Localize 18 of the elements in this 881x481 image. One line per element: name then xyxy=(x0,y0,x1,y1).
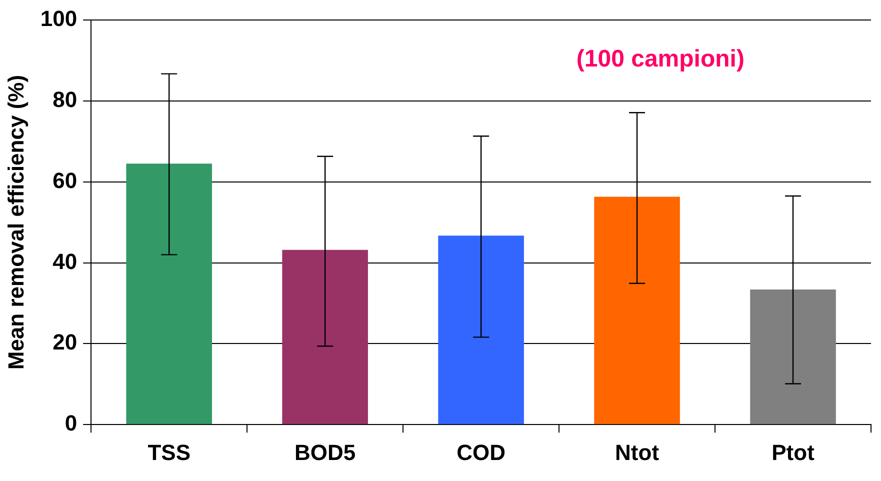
x-tick-label: Ntot xyxy=(615,440,660,465)
x-tick-label: Ptot xyxy=(772,440,816,465)
bar xyxy=(126,164,212,424)
y-tick-label: 20 xyxy=(52,330,78,355)
bar xyxy=(750,289,836,424)
y-tick-label: 80 xyxy=(52,86,78,112)
bar xyxy=(282,250,368,424)
y-tick-label: 40 xyxy=(52,248,78,274)
x-tick-label: COD xyxy=(456,440,506,465)
y-tick-label: 0 xyxy=(64,410,78,436)
x-tick-label: TSS xyxy=(148,440,190,465)
bar xyxy=(594,196,680,424)
y-tick-label: 100 xyxy=(40,6,78,32)
x-tick-label: BOD5 xyxy=(294,440,356,465)
bar xyxy=(438,236,524,424)
y-axis-title: Mean removal efficiency (%) xyxy=(3,74,28,370)
y-tick-label: 60 xyxy=(52,168,78,193)
annotation: (100 campioni) xyxy=(576,46,744,73)
